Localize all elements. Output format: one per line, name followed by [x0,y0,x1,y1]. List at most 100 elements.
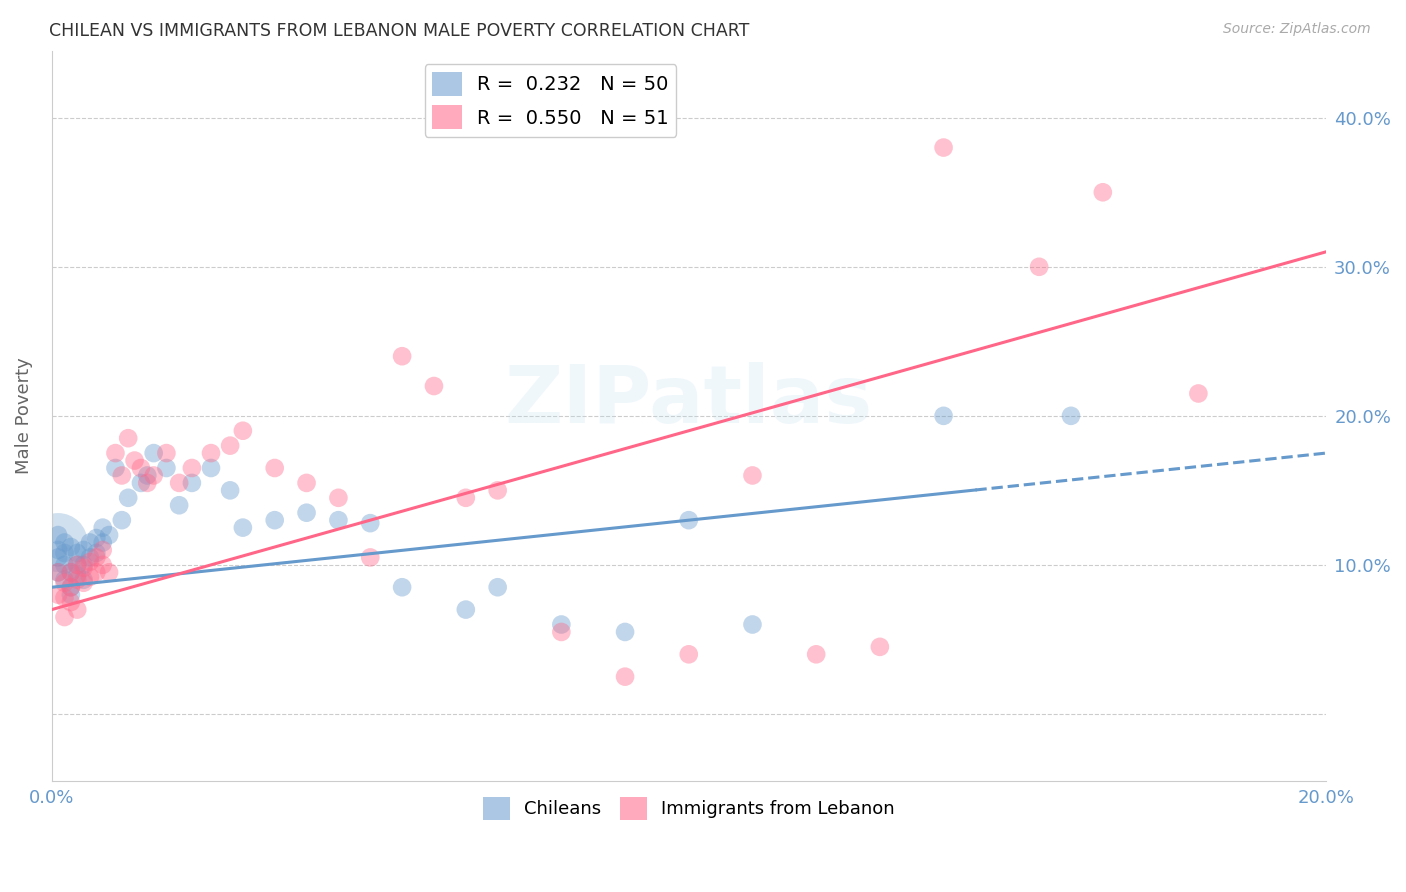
Point [219,439,242,453]
Point [486,483,509,498]
Point [104,446,127,460]
Point [1187,386,1209,401]
Point [263,513,285,527]
Point [66,573,89,587]
Text: ZIPatlas: ZIPatlas [505,362,873,441]
Point [46,528,69,542]
Point [59,580,82,594]
Point [804,648,827,662]
Point [91,558,114,572]
Point [232,521,254,535]
Point [359,516,381,530]
Point [91,543,114,558]
Point [72,558,94,572]
Point [117,431,139,445]
Point [1028,260,1050,274]
Text: Source: ZipAtlas.com: Source: ZipAtlas.com [1223,22,1371,37]
Point [79,555,101,569]
Point [391,349,413,363]
Point [167,475,190,490]
Point [59,540,82,554]
Point [46,543,69,558]
Point [932,140,955,154]
Point [79,570,101,584]
Point [53,573,76,587]
Text: CHILEAN VS IMMIGRANTS FROM LEBANON MALE POVERTY CORRELATION CHART: CHILEAN VS IMMIGRANTS FROM LEBANON MALE … [49,22,749,40]
Point [53,535,76,549]
Point [454,602,477,616]
Point [295,475,318,490]
Point [66,602,89,616]
Point [46,566,69,580]
Point [46,588,69,602]
Point [678,648,700,662]
Point [59,566,82,580]
Point [59,588,82,602]
Point [53,575,76,590]
Point [91,521,114,535]
Point [53,558,76,572]
Point [53,591,76,605]
Point [486,580,509,594]
Point [741,617,763,632]
Point [180,475,202,490]
Point [359,550,381,565]
Point [232,424,254,438]
Point [72,575,94,590]
Legend: Chileans, Immigrants from Lebanon: Chileans, Immigrants from Lebanon [475,790,901,827]
Point [550,624,572,639]
Point [53,546,76,560]
Point [98,566,121,580]
Point [72,543,94,558]
Point [454,491,477,505]
Point [180,461,202,475]
Point [142,446,165,460]
Point [124,453,146,467]
Point [550,617,572,632]
Point [167,498,190,512]
Point [104,461,127,475]
Point [91,535,114,549]
Point [328,513,350,527]
Point [66,558,89,572]
Point [46,550,69,565]
Point [200,446,222,460]
Point [741,468,763,483]
Point [1091,186,1114,200]
Point [72,561,94,575]
Point [129,461,152,475]
Point [98,528,121,542]
Point [117,491,139,505]
Point [129,475,152,490]
Point [295,506,318,520]
Point [614,624,637,639]
Point [59,566,82,580]
Point [46,566,69,580]
Point [79,550,101,565]
Point [136,468,159,483]
Point [59,595,82,609]
Point [66,546,89,560]
Point [86,546,108,560]
Point [263,461,285,475]
Point [932,409,955,423]
Point [66,558,89,572]
Point [59,580,82,594]
Point [66,568,89,582]
Point [86,566,108,580]
Point [136,475,159,490]
Point [614,670,637,684]
Point [79,535,101,549]
Point [869,640,891,654]
Point [46,535,69,549]
Point [72,573,94,587]
Point [200,461,222,475]
Point [423,379,446,393]
Point [328,491,350,505]
Point [219,483,242,498]
Point [86,531,108,545]
Point [142,468,165,483]
Point [155,446,177,460]
Point [678,513,700,527]
Point [391,580,413,594]
